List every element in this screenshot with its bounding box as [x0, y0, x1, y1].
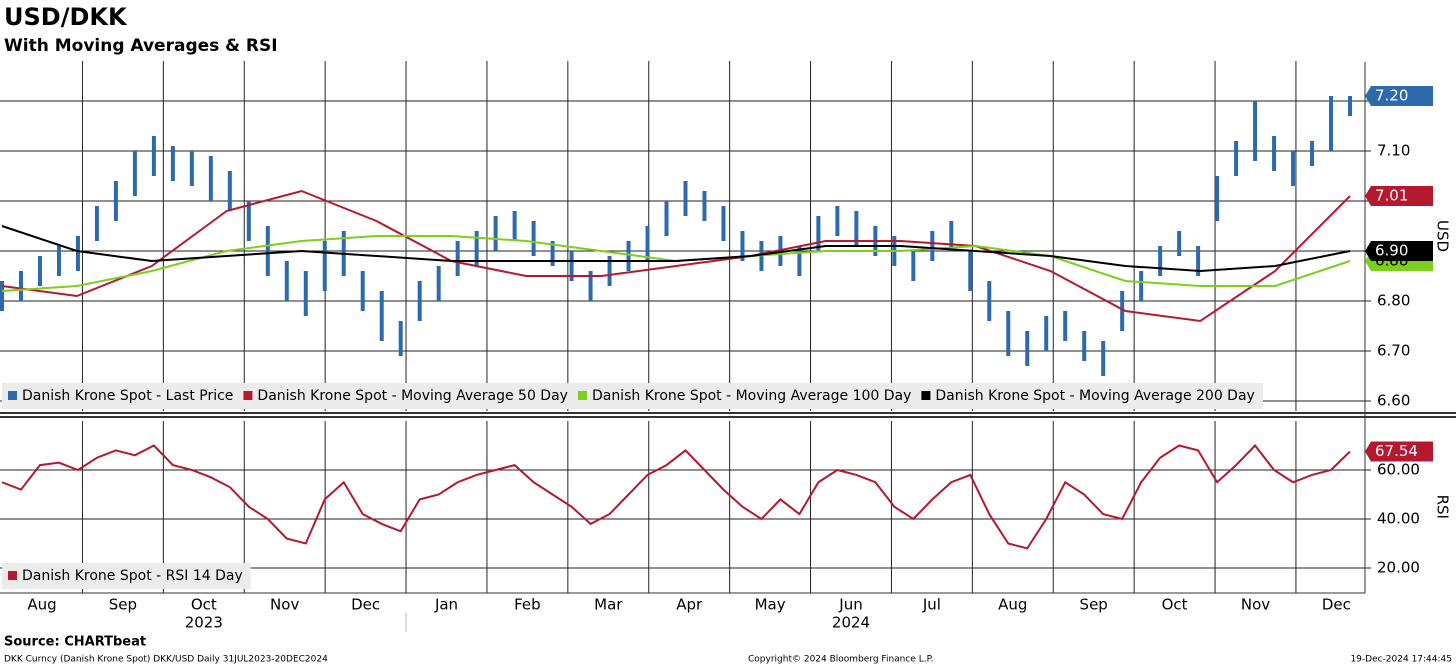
y-tick-label: 6.70: [1377, 342, 1410, 360]
last-value-box: 67.54: [1365, 441, 1433, 462]
legend: Danish Krone Spot - RSI 14 Day: [2, 563, 251, 589]
y-tick-label: 60.00: [1377, 461, 1420, 479]
year-label: 2023: [185, 614, 223, 632]
y-tick-label: 20.00: [1377, 559, 1420, 577]
copyright: Copyright© 2024 Bloomberg Finance L.P.: [748, 655, 933, 665]
series-line: [1, 443, 1351, 550]
last-value-tag: [1365, 241, 1433, 261]
last-value-tag: [1365, 441, 1433, 462]
series-line: [1, 189, 1351, 323]
legend-label: Danish Krone Spot - Moving Average 50 Da…: [257, 388, 568, 404]
legend-label: Danish Krone Spot - Last Price: [22, 388, 233, 404]
axis-title: RSI: [1434, 495, 1452, 519]
ticker: DKK Curncy (Danish Krone Spot) DKK/USD D…: [4, 655, 328, 665]
legend-swatch: [243, 391, 253, 400]
x-tick-label: Apr: [676, 596, 703, 614]
y-tick-label: 7.10: [1377, 142, 1410, 160]
axis-title: USD: [1434, 220, 1452, 252]
y-tick-label: 6.60: [1377, 392, 1410, 410]
x-tick-label: Oct: [191, 596, 217, 614]
x-tick-label: Dec: [1322, 596, 1351, 614]
x-tick-label: Sep: [1080, 596, 1108, 614]
last-value-label: 7.20: [1375, 87, 1408, 105]
chart-subtitle: With Moving Averages & RSI: [4, 36, 278, 56]
series-line: [1, 225, 1351, 273]
chart-title: USD/DKK: [4, 3, 128, 31]
source: Source: CHARTbeat: [4, 635, 146, 650]
legend-background: [2, 383, 1263, 409]
last-value-tag: [1365, 86, 1433, 106]
x-tick-label: Oct: [1162, 596, 1188, 614]
legend-label: Danish Krone Spot - RSI 14 Day: [22, 568, 243, 584]
y-tick-label: 6.80: [1377, 292, 1410, 310]
legend-swatch: [577, 391, 587, 400]
x-tick-label: Jul: [922, 596, 941, 614]
x-tick-label: Jan: [434, 596, 458, 614]
legend-label: Danish Krone Spot - Moving Average 200 D…: [935, 388, 1254, 404]
x-tick-label: Sep: [109, 596, 137, 614]
y-tick-label: 40.00: [1377, 510, 1420, 528]
x-tick-label: Mar: [594, 596, 623, 614]
year-label: 2024: [832, 614, 870, 632]
last-value-box: 6.90: [1365, 241, 1433, 261]
last-value-box: 7.01: [1365, 186, 1433, 206]
legend-swatch: [8, 571, 17, 580]
legend-swatch: [921, 391, 931, 400]
x-tick-label: Nov: [1241, 596, 1270, 614]
x-tick-label: Nov: [270, 596, 299, 614]
x-tick-label: Aug: [27, 596, 56, 614]
x-tick-label: Aug: [998, 596, 1027, 614]
last-value-tag: [1365, 186, 1433, 206]
legend: Danish Krone Spot - Last Price Danish Kro…: [2, 383, 1263, 409]
x-tick-label: Jun: [838, 596, 862, 614]
x-tick-label: Feb: [514, 596, 541, 614]
last-value-label: 7.01: [1375, 187, 1408, 205]
timestamp: 19-Dec-2024 17:44:45: [1350, 655, 1452, 665]
legend-swatch: [8, 391, 17, 400]
last-value-label: 67.54: [1375, 442, 1418, 460]
x-tick-label: May: [755, 596, 786, 614]
last-value-label: 6.90: [1375, 242, 1408, 260]
x-tick-label: Dec: [351, 596, 380, 614]
last-value-box: 7.20: [1365, 86, 1433, 106]
legend-label: Danish Krone Spot - Moving Average 100 D…: [592, 388, 911, 404]
legend-background: [2, 563, 251, 589]
